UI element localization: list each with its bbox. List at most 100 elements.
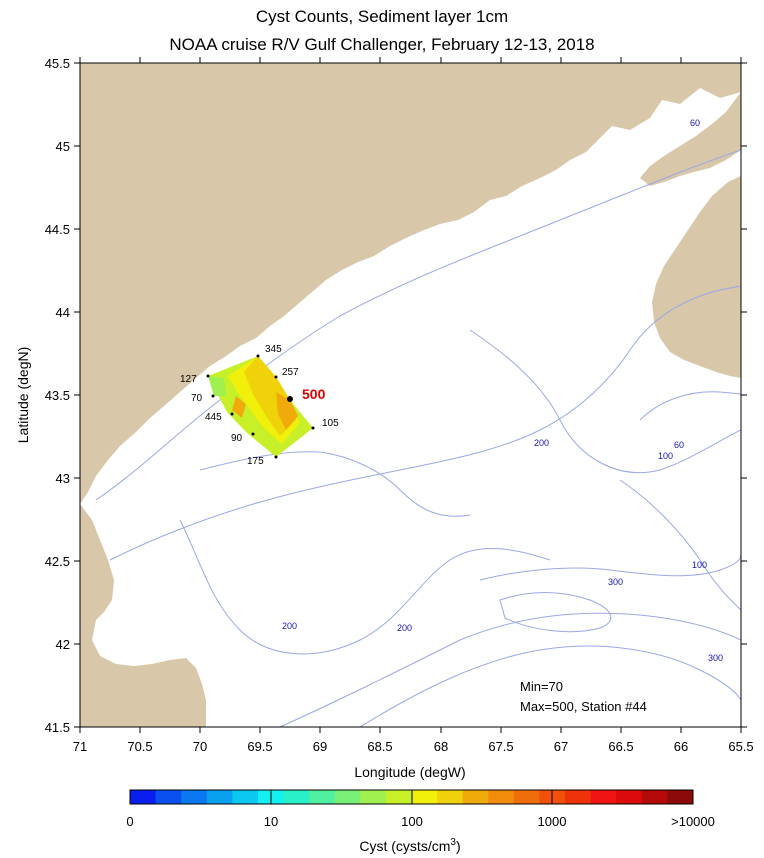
colorbar-swatch xyxy=(565,790,592,804)
station-dot xyxy=(251,432,255,436)
station-label: 127 xyxy=(180,374,197,385)
colorbar-swatch xyxy=(437,790,464,804)
cyst-field xyxy=(208,356,313,457)
colorbar-swatch xyxy=(334,790,361,804)
colorbar-swatch xyxy=(130,790,157,804)
max-station-label: 500 xyxy=(302,386,326,402)
cyst-field-peak xyxy=(276,392,298,430)
contour-nova-scotia-shelf xyxy=(639,391,741,421)
depth-label: 300 xyxy=(608,577,623,587)
min-value-note: Min=70 xyxy=(520,679,563,694)
colorbar-tick-label: >10000 xyxy=(671,814,715,829)
land-bay-of-fundy-shore xyxy=(640,92,741,186)
station-label: 345 xyxy=(265,344,282,355)
colorbar-swatch xyxy=(283,790,310,804)
colorbar-tick-label: 100 xyxy=(401,814,423,829)
x-tick-label: 67 xyxy=(554,739,568,754)
station-markers: 345 257 127 70 445 90 175 105 500 xyxy=(180,344,339,467)
contour-100m-gulf xyxy=(109,285,741,561)
depth-label: 100 xyxy=(658,451,673,461)
land-maine-coast xyxy=(80,63,741,504)
y-axis-label: Latitude (degN) xyxy=(15,347,31,444)
y-tick-label: 45.5 xyxy=(45,56,70,71)
y-tick-label: 45 xyxy=(56,139,70,154)
colorbar-tick-label: 10 xyxy=(264,814,278,829)
x-tick-label: 70 xyxy=(193,739,207,754)
contour-georges-north xyxy=(279,612,741,727)
depth-labels: 60 200 60 100 100 300 200 200 300 xyxy=(282,118,723,663)
x-tick-label: 67.5 xyxy=(488,739,513,754)
x-tick-label: 65.5 xyxy=(728,739,753,754)
max-value-note: Max=500, Station #44 xyxy=(520,699,647,714)
colorbar-swatch xyxy=(232,790,259,804)
colorbar-swatch xyxy=(411,790,438,804)
colorbar-swatch xyxy=(590,790,617,804)
colorbar-swatch xyxy=(360,790,387,804)
tick-marks xyxy=(74,57,747,733)
depth-label: 60 xyxy=(674,440,684,450)
y-tick-label: 42 xyxy=(56,637,70,652)
colorbar-swatch xyxy=(513,790,540,804)
x-axis-label: Longitude (degW) xyxy=(354,764,465,780)
station-label: 105 xyxy=(322,418,339,429)
colorbar-swatch xyxy=(181,790,208,804)
colorbar-swatch xyxy=(616,790,643,804)
y-tick-label: 42.5 xyxy=(45,554,70,569)
map-title: Cyst Counts, Sediment layer 1cm xyxy=(255,7,509,26)
cyst-field-local-high xyxy=(232,396,246,418)
x-tick-label: 68.5 xyxy=(367,739,392,754)
y-tick-label: 44.5 xyxy=(45,222,70,237)
land-cape-cod xyxy=(80,504,206,727)
contour-60m-coastal xyxy=(95,149,741,501)
depth-label: 300 xyxy=(708,653,723,663)
colorbar-dividers xyxy=(270,790,553,804)
station-label: 257 xyxy=(282,367,299,378)
land-nova-scotia xyxy=(652,176,741,378)
depth-label: 100 xyxy=(692,560,707,570)
colorbar-swatch xyxy=(488,790,515,804)
contour-offshore-bank xyxy=(499,592,612,633)
y-tick-label: 41.5 xyxy=(45,720,70,735)
station-label: 445 xyxy=(205,412,222,423)
colorbar-swatch xyxy=(155,790,182,804)
colorbar-swatch xyxy=(462,790,489,804)
colorbar-tick-labels: 0 10 100 1000 >10000 xyxy=(126,814,714,829)
colorbar-swatch xyxy=(206,790,233,804)
colorbar-tick-label: 1000 xyxy=(538,814,567,829)
colorbar-swatch xyxy=(667,790,694,804)
contour-300m-channel xyxy=(359,645,741,727)
colorbar-label: Cyst (cysts/cm3) xyxy=(359,837,460,854)
x-tick-labels: 71 70.5 70 69.5 69 68.5 68 67.5 67 66.5 … xyxy=(73,739,754,754)
station-dot xyxy=(311,426,315,430)
colorbar-swatch xyxy=(309,790,336,804)
x-tick-label: 66.5 xyxy=(608,739,633,754)
x-tick-label: 66 xyxy=(674,739,688,754)
station-label: 70 xyxy=(191,393,203,404)
y-tick-labels: 45.5 45 44.5 44 43.5 43 42.5 42 41.5 xyxy=(45,56,70,735)
station-dot xyxy=(256,354,260,358)
station-dot xyxy=(230,412,234,416)
contour-200m-basin-west xyxy=(179,519,551,655)
station-dot xyxy=(211,394,215,398)
map-subtitle: NOAA cruise R/V Gulf Challenger, Februar… xyxy=(169,35,595,54)
colorbar-tick-label: 0 xyxy=(126,814,133,829)
contour-eastern-basin xyxy=(619,479,741,611)
colorbar-swatch xyxy=(385,790,412,804)
contour-200m-basin-east xyxy=(469,329,741,474)
max-station-dot xyxy=(287,396,293,402)
bathymetry-contours xyxy=(95,149,741,727)
colorbar xyxy=(130,790,694,804)
depth-label: 60 xyxy=(690,118,700,128)
depth-label: 200 xyxy=(397,623,412,633)
y-tick-label: 43 xyxy=(56,471,70,486)
station-dot xyxy=(274,375,278,379)
x-tick-label: 71 xyxy=(73,739,87,754)
x-tick-label: 70.5 xyxy=(127,739,152,754)
contour-jeffreys-ledge xyxy=(199,451,471,517)
x-tick-label: 69.5 xyxy=(247,739,272,754)
cyst-field-low xyxy=(208,376,226,396)
station-label: 90 xyxy=(231,433,243,444)
station-label: 175 xyxy=(247,456,264,467)
x-tick-label: 68 xyxy=(434,739,448,754)
